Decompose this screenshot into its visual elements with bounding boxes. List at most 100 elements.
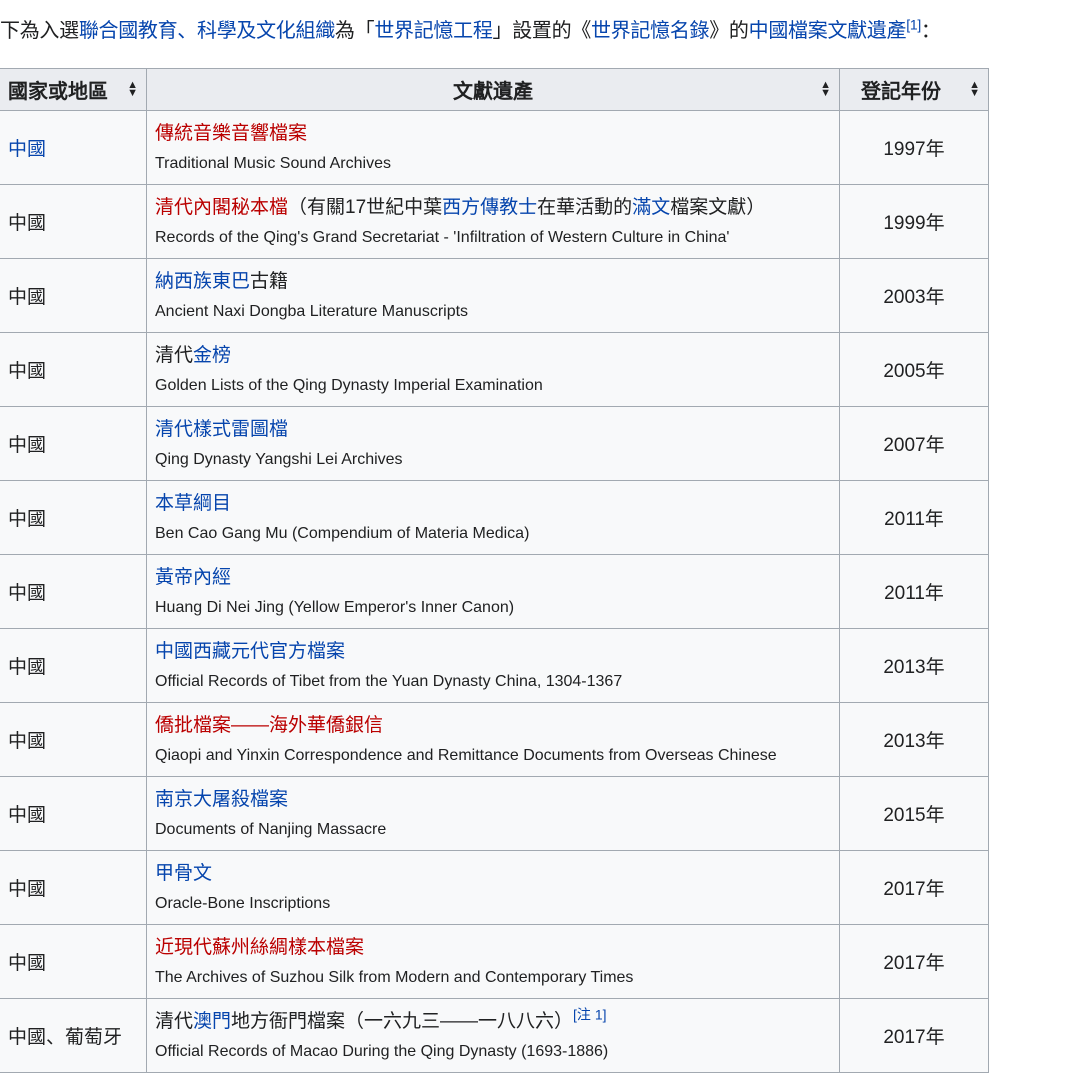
wiki-link[interactable]: 世界記憶名錄	[591, 20, 710, 42]
reference-link[interactable]: [1]	[906, 16, 921, 33]
wiki-link[interactable]: 清代樣式雷圖檔	[155, 418, 289, 440]
text: 檔案文獻）	[670, 196, 766, 218]
heritage-title: 清代內閣秘本檔（有關17世紀中葉西方傳教士在華活動的滿文檔案文獻）	[155, 195, 831, 221]
text: 中國	[8, 509, 47, 530]
table-row: 中國 清代樣式雷圖檔 Qing Dynasty Yangshi Lei Archiv…	[0, 406, 989, 481]
heritage-english-name: Documents of Nanjing Massacre	[155, 820, 387, 838]
heritage-english-name: Huang Di Nei Jing (Yellow Emperor's Inne…	[155, 598, 515, 616]
wiki-link[interactable]: 近現代蘇州絲綢樣本檔案	[155, 936, 365, 958]
wiki-link[interactable]: 澳門	[193, 1010, 232, 1032]
heritage-english-name: Official Records of Tibet from the Yuan …	[155, 672, 623, 690]
table-row: 中國 納西族東巴古籍 Ancient Naxi Dongba Literature …	[0, 258, 989, 333]
heritage-title: 納西族東巴古籍	[155, 269, 831, 295]
heritage-cell: 中國西藏元代官方檔案 Official Records of Tibet from…	[146, 628, 840, 703]
table-row: 中國 傳統音樂音響檔案 Traditional Music Sound Archiv…	[0, 110, 989, 185]
wiki-link[interactable]: 滿文	[632, 196, 671, 218]
heritage-english-name: The Archives of Suzhou Silk from Modern …	[155, 968, 634, 986]
column-header-country[interactable]: 國家或地區 ▲ ▼	[0, 68, 147, 111]
year-cell: 2017年	[839, 998, 989, 1073]
country-cell: 中國	[0, 850, 147, 925]
heritage-cell: 黃帝內經 Huang Di Nei Jing (Yellow Emperor's …	[146, 554, 840, 629]
heritage-cell: 納西族東巴古籍 Ancient Naxi Dongba Literature Ma…	[146, 258, 840, 333]
wiki-link[interactable]: 金榜	[193, 344, 232, 366]
wiki-link[interactable]: 聯合國教育、科學及文化組織	[78, 20, 335, 42]
country-cell: 中國	[0, 554, 147, 629]
year-cell: 1997年	[839, 110, 989, 185]
heritage-english-name: Golden Lists of the Qing Dynasty Imperia…	[155, 376, 543, 394]
table-row: 中國、葡萄牙 清代澳門地方衙門檔案（一六九三——一八八六）[注 1] Officia…	[0, 998, 989, 1073]
year-cell: 2015年	[839, 776, 989, 851]
text: 」設置的《	[492, 20, 592, 42]
heritage-english-name: Ben Cao Gang Mu (Compendium of Materia M…	[155, 524, 530, 542]
heritage-cell: 南京大屠殺檔案 Documents of Nanjing Massacre	[146, 776, 840, 851]
wiki-link[interactable]: 黃帝內經	[155, 566, 232, 588]
wiki-link[interactable]: 中國	[8, 139, 47, 160]
heritage-cell: 僑批檔案——海外華僑銀信 Qiaopi and Yinxin Correspond…	[146, 702, 840, 777]
text: 中國	[8, 953, 47, 974]
table-row: 中國 僑批檔案——海外華僑銀信 Qiaopi and Yinxin Correspo…	[0, 702, 989, 777]
sort-icon[interactable]: ▲ ▼	[127, 79, 138, 99]
text: 中國	[8, 361, 47, 382]
column-header-heritage[interactable]: 文獻遺產 ▲ ▼	[146, 68, 840, 111]
text: （有關17世紀中葉	[288, 196, 443, 218]
wiki-link[interactable]: 南京大屠殺檔案	[155, 788, 289, 810]
year-cell: 2011年	[839, 480, 989, 555]
wiki-link[interactable]: 清代內閣秘本檔	[155, 196, 289, 218]
text: 中國	[8, 879, 47, 900]
table-row: 中國 清代金榜 Golden Lists of the Qing Dynasty I…	[0, 332, 989, 407]
heritage-cell: 本草綱目 Ben Cao Gang Mu (Compendium of Mater…	[146, 480, 840, 555]
heritage-cell: 清代內閣秘本檔（有關17世紀中葉西方傳教士在華活動的滿文檔案文獻） Records…	[146, 184, 840, 259]
wiki-link[interactable]: 世界記憶工程	[374, 20, 493, 42]
heritage-title: 傳統音樂音響檔案	[155, 121, 831, 147]
heritage-cell: 甲骨文 Oracle-Bone Inscriptions	[146, 850, 840, 925]
heritage-title: 甲骨文	[155, 861, 831, 887]
reference: [1]	[906, 16, 921, 32]
country-cell: 中國	[0, 776, 147, 851]
year-cell: 2005年	[839, 332, 989, 407]
wiki-link[interactable]: 傳統音樂音響檔案	[155, 122, 308, 144]
country-cell: 中國	[0, 258, 147, 333]
text: 中國、葡萄牙	[8, 1027, 123, 1048]
heritage-english-name: Oracle-Bone Inscriptions	[155, 894, 331, 912]
heritage-english-name: Traditional Music Sound Archives	[155, 154, 391, 172]
heritage-title: 黃帝內經	[155, 565, 831, 591]
country-cell: 中國	[0, 184, 147, 259]
wiki-link[interactable]: 本草綱目	[155, 492, 232, 514]
heritage-title: 南京大屠殺檔案	[155, 787, 831, 813]
wiki-link[interactable]: 納西族東巴	[155, 270, 251, 292]
table-row: 中國 清代內閣秘本檔（有關17世紀中葉西方傳教士在華活動的滿文檔案文獻） Recor…	[0, 184, 989, 259]
text: 中國	[8, 287, 47, 308]
heritage-title: 本草綱目	[155, 491, 831, 517]
year-cell: 2013年	[839, 628, 989, 703]
text: 中國	[8, 213, 47, 234]
country-cell: 中國、葡萄牙	[0, 998, 147, 1073]
heritage-cell: 近現代蘇州絲綢樣本檔案 The Archives of Suzhou Silk f…	[146, 924, 840, 999]
wiki-link[interactable]: 中國西藏元代官方檔案	[155, 640, 346, 662]
country-cell: 中國	[0, 702, 147, 777]
text: 在華活動的	[537, 196, 633, 218]
sort-icon[interactable]: ▲ ▼	[820, 79, 831, 99]
heritage-title: 清代樣式雷圖檔	[155, 417, 831, 443]
column-header-year[interactable]: 登記年份 ▲ ▼	[839, 68, 989, 111]
country-cell: 中國	[0, 480, 147, 555]
text: 中國	[8, 657, 47, 678]
text: 清代	[155, 344, 194, 366]
reference-link[interactable]: [注 1]	[573, 1006, 607, 1023]
heritage-title: 中國西藏元代官方檔案	[155, 639, 831, 665]
wiki-link[interactable]: 中國檔案文獻遺產	[748, 20, 907, 42]
sort-icon[interactable]: ▲ ▼	[969, 79, 980, 99]
heritage-english-name: Records of the Qing's Grand Secretariat …	[155, 228, 730, 246]
table-row: 中國 中國西藏元代官方檔案 Official Records of Tibet fr…	[0, 628, 989, 703]
wiki-link[interactable]: 僑批檔案——海外華僑銀信	[155, 714, 384, 736]
text: 古籍	[250, 270, 289, 292]
reference: [注 1]	[573, 1006, 606, 1022]
text: ：	[920, 20, 941, 42]
wiki-link[interactable]: 甲骨文	[155, 862, 213, 884]
text: 中國	[8, 583, 47, 604]
text: 》的	[709, 20, 749, 42]
table-row: 中國 近現代蘇州絲綢樣本檔案 The Archives of Suzhou Silk…	[0, 924, 989, 999]
country-cell: 中國	[0, 406, 147, 481]
text: 下為入選	[0, 20, 79, 42]
country-cell: 中國	[0, 924, 147, 999]
wiki-link[interactable]: 西方傳教士	[442, 196, 538, 218]
